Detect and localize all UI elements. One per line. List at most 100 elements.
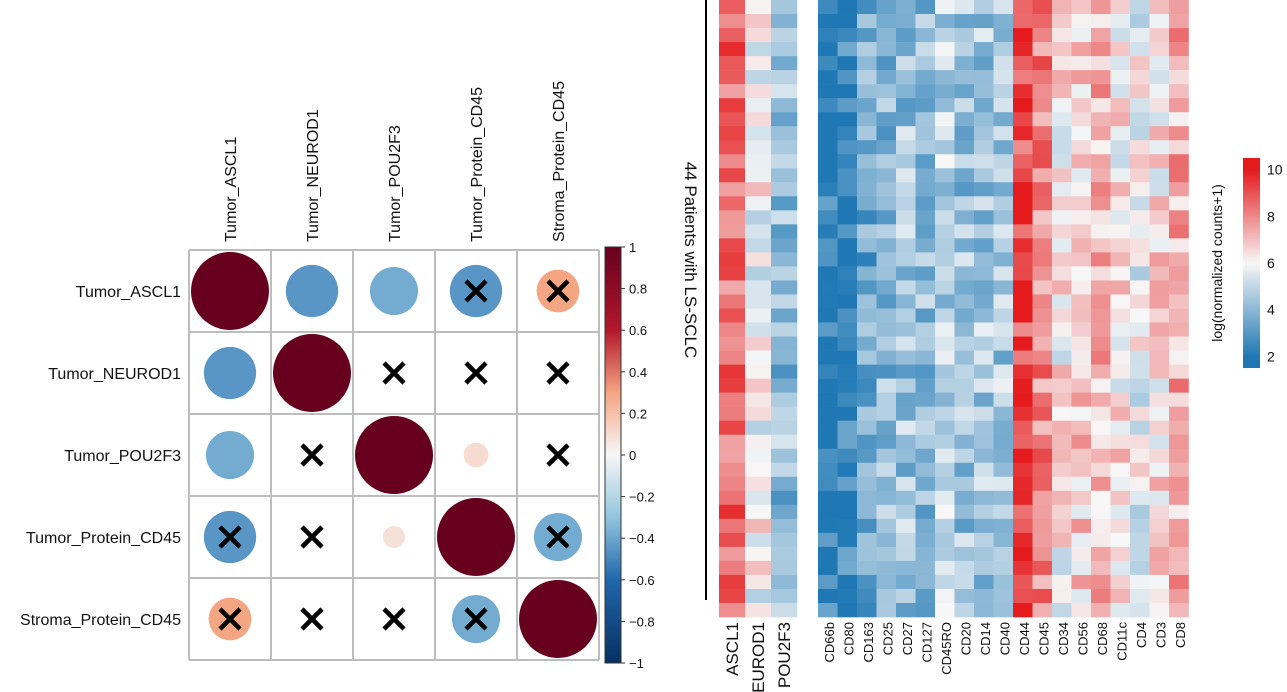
heatmap-cell <box>1013 560 1033 576</box>
heatmap-cell <box>1130 42 1150 57</box>
heatmap-cell <box>1110 168 1131 183</box>
heatmap-cell <box>1013 602 1033 618</box>
heatmap-cell <box>974 392 994 407</box>
heatmap-cell <box>1032 266 1053 281</box>
heatmap-cell <box>974 0 994 15</box>
heatmap-cell <box>954 350 975 365</box>
heatmap-cell <box>818 392 838 407</box>
heatmap-cell <box>719 42 746 57</box>
heatmap-cell <box>1130 98 1150 113</box>
heatmap-cell <box>719 574 746 590</box>
heatmap-cell <box>1013 574 1033 590</box>
heatmap-cell <box>974 434 994 450</box>
heatmap-cell <box>896 0 916 15</box>
heatmap-cell <box>896 140 916 155</box>
heatmap-cell <box>1169 210 1189 225</box>
heatmap-cell <box>719 196 746 211</box>
heatmap-cell <box>1149 378 1170 393</box>
heatmap-cell <box>1149 70 1170 85</box>
heatmap-cell <box>818 0 838 15</box>
heatmap-cell <box>896 392 916 407</box>
heatmap-cell <box>719 462 746 478</box>
heatmap-cell <box>935 490 955 506</box>
heatmap-cell <box>896 224 916 239</box>
heatmap-cell <box>935 392 955 407</box>
heatmap-cell <box>974 210 994 225</box>
heatmap-cell <box>1052 252 1072 267</box>
correlation-circle <box>205 430 255 480</box>
heatmap-cell <box>1169 448 1189 464</box>
heatmap-cell <box>1169 126 1189 141</box>
heatmap-cell <box>745 350 772 365</box>
heatmap-cell <box>1091 0 1111 15</box>
heatmap-cell <box>1149 504 1170 520</box>
heatmap-cell <box>1071 602 1092 618</box>
heatmap-cell <box>857 294 877 309</box>
heatmap-cell <box>896 350 916 365</box>
heatmap-cell <box>837 406 858 421</box>
heatmap-cell <box>1071 532 1092 548</box>
heatmap-cell <box>876 98 897 113</box>
heatmap-cell <box>857 336 877 351</box>
heatmap-cell <box>1091 28 1111 43</box>
heatmap-cell <box>1052 14 1072 29</box>
heatmap-cell <box>1130 70 1150 85</box>
heatmap-cell <box>1013 532 1033 548</box>
heatmap-cell <box>954 518 975 534</box>
heatmap-cell <box>837 392 858 407</box>
heatmap-cell <box>935 602 955 618</box>
heatmap-cell <box>1110 462 1131 478</box>
heatmap-cell <box>818 280 838 295</box>
heatmap-cell <box>1130 56 1150 71</box>
heatmap-cell <box>1032 210 1053 225</box>
heatmap-cell <box>818 84 838 99</box>
heatmap-column-label: CD20 <box>958 622 973 655</box>
heatmap-cell <box>818 476 838 492</box>
heatmap-cell <box>837 140 858 155</box>
heatmap-column-label: CD14 <box>978 622 993 655</box>
heatmap-cell <box>857 182 877 197</box>
heatmap-cell <box>771 434 798 450</box>
heatmap-cell <box>719 238 746 253</box>
heatmap-cell <box>857 364 877 379</box>
heatmap-cell <box>876 252 897 267</box>
heatmap-cell <box>837 98 858 113</box>
heatmap-cell <box>1032 154 1053 169</box>
heatmap-cell <box>954 266 975 281</box>
heatmap-cell <box>915 252 936 267</box>
heatmap-cell <box>771 126 798 141</box>
heatmap-cell <box>1032 546 1053 562</box>
heatmap-cell <box>719 420 746 436</box>
heatmap-cell <box>954 546 975 562</box>
heatmap-cell <box>1071 434 1092 450</box>
heatmap-cell <box>745 84 772 99</box>
heatmap-cell <box>837 56 858 71</box>
heatmap-cell <box>954 560 975 576</box>
heatmap-cell <box>935 56 955 71</box>
heatmap-cell <box>1169 14 1189 29</box>
row-label: Tumor_NEUROD1 <box>48 366 181 383</box>
column-label: Tumor_NEUROD1 <box>305 109 322 242</box>
heatmap-cell <box>896 462 916 478</box>
heatmap-cell <box>1071 182 1092 197</box>
heatmap-cell <box>857 98 877 113</box>
heatmap-cell <box>915 224 936 239</box>
heatmap-cell <box>954 182 975 197</box>
heatmap-cell <box>1091 448 1111 464</box>
heatmap-cell <box>1169 462 1189 478</box>
heatmap-cell <box>1130 588 1150 604</box>
heatmap-cell <box>1052 602 1072 618</box>
colorbar-tick-label: 1 <box>629 240 636 255</box>
heatmap-cell <box>837 420 858 436</box>
heatmap-cell <box>935 350 955 365</box>
heatmap-cell <box>1032 0 1053 15</box>
heatmap-cell <box>876 364 897 379</box>
heatmap-cell <box>1110 336 1131 351</box>
heatmap-cell <box>1071 420 1092 436</box>
heatmap-cell <box>1169 546 1189 562</box>
heatmap-cell <box>745 532 772 548</box>
heatmap-cell <box>1032 84 1053 99</box>
heatmap-cell <box>876 42 897 57</box>
heatmap-cell <box>1110 182 1131 197</box>
heatmap-cell <box>896 532 916 548</box>
